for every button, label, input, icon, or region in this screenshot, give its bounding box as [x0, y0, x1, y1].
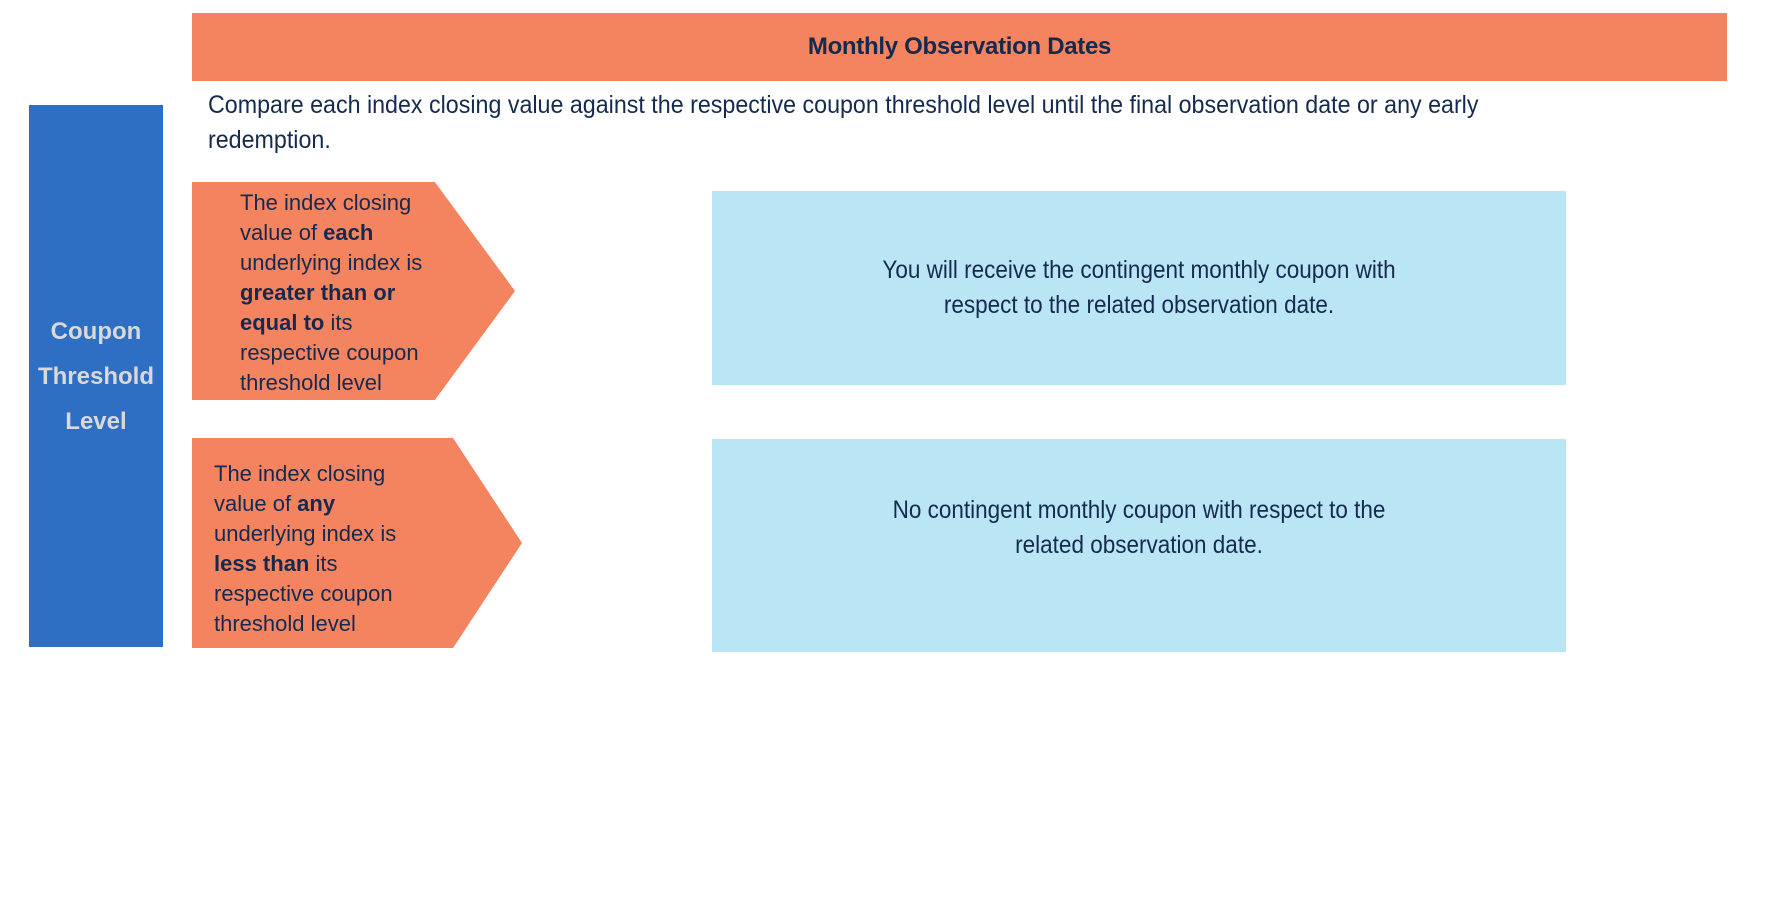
condition-arrow-no-coupon: The index closing value of any underlying …: [192, 438, 522, 648]
outcome-box-no-coupon: No contingent monthly coupon with respec…: [712, 439, 1566, 652]
intro-paragraph: Compare each index closing value against…: [208, 91, 1479, 154]
outcome-box-coupon-paid-text: You will receive the contingent monthly …: [882, 256, 1396, 319]
banner-title: Monthly Observation Dates: [807, 33, 1112, 60]
coupon-threshold-level-bar: Coupon Threshold Level: [29, 105, 163, 647]
outcome-box-coupon-paid: You will receive the contingent monthly …: [712, 191, 1566, 385]
monthly-observation-dates-banner: Monthly Observation Dates: [192, 13, 1727, 81]
coupon-threshold-level-label: Coupon Threshold Level: [37, 317, 154, 435]
outcome-box-no-coupon-text: No contingent monthly coupon with respec…: [892, 496, 1386, 559]
condition-arrow-coupon-paid: The index closing value of each underlying…: [192, 182, 515, 400]
condition-arrow-coupon-paid-text: The index closing value of each underlying…: [240, 190, 423, 395]
condition-arrow-no-coupon-text: The index closing value of any underlying …: [214, 461, 397, 636]
